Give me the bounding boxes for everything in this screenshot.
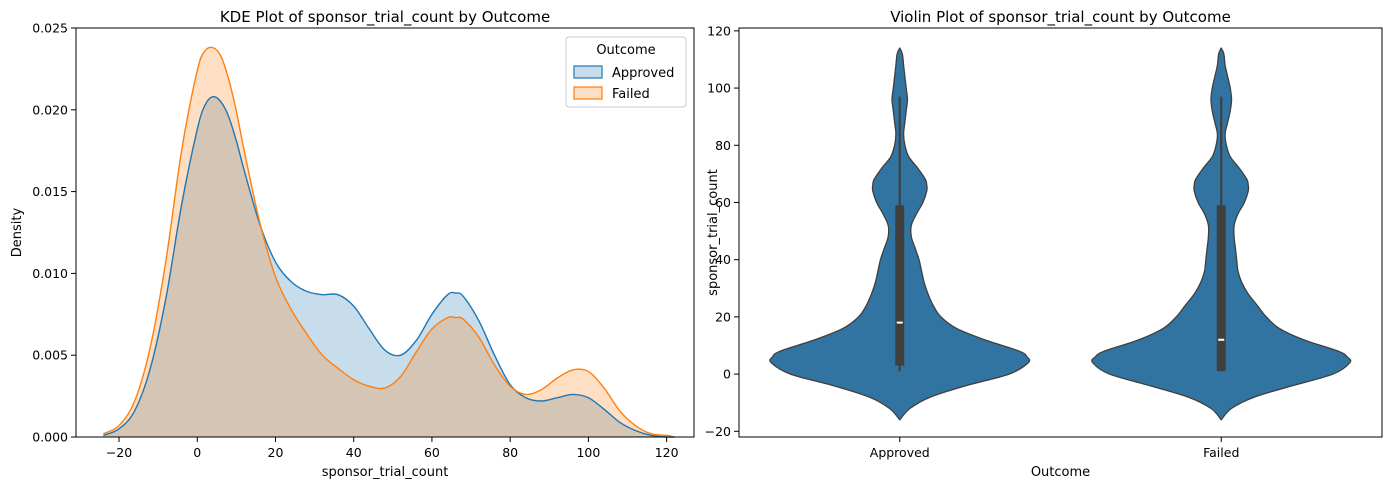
violin-bodies xyxy=(769,47,1352,421)
violin-title: Violin Plot of sponsor_trial_count by Ou… xyxy=(890,8,1231,27)
kde-y-tick-label: 0.000 xyxy=(32,430,68,445)
kde-y-tick-label: 0.015 xyxy=(32,184,68,199)
violin-x-tick-label: Failed xyxy=(1203,445,1239,460)
violin-x-ticks: Approved Failed xyxy=(870,437,1239,460)
kde-y-tick-label: 0.025 xyxy=(32,21,68,36)
kde-x-tick-label: 100 xyxy=(576,445,600,460)
violin-plot: Approved Failed −20 0 20 40 60 80 100 120 Violin… xyxy=(705,8,1383,480)
violin-y-tick-label: 60 xyxy=(715,195,731,210)
kde-x-axis-label: sponsor_trial_count xyxy=(322,465,449,480)
kde-x-tick-label: 20 xyxy=(268,445,284,460)
legend-frame xyxy=(565,36,687,108)
kde-plot: −20 0 20 40 60 80 100 120 0.0000.0050.0100.0150… xyxy=(10,8,695,480)
kde-x-tick-label: 60 xyxy=(424,445,440,460)
violin-y-tick-label: 100 xyxy=(707,81,731,96)
violin-iqr-box-approved xyxy=(895,205,905,366)
legend-swatch-approved xyxy=(573,65,603,79)
violin-y-axis-label: sponsor_trial_count xyxy=(706,169,721,296)
kde-y-ticks: 0.000 0.005 0.010 0.015 0.020 0.025 xyxy=(32,21,76,445)
kde-x-ticks: −20 0 20 40 60 80 100 120 xyxy=(106,437,679,460)
legend-swatch-failed xyxy=(573,86,603,100)
kde-legend: Outcome Approved Failed xyxy=(565,36,687,108)
legend-entries: Approved Failed xyxy=(573,65,674,102)
violin-y-tick-label: 40 xyxy=(715,252,731,267)
kde-x-tick-label: 40 xyxy=(346,445,362,460)
kde-x-tick-label: 0 xyxy=(193,445,201,460)
kde-line-approved xyxy=(103,95,675,438)
violin-y-tick-label: −20 xyxy=(705,424,731,439)
kde-area-failed xyxy=(103,47,675,438)
kde-x-tick-label: 80 xyxy=(502,445,518,460)
violin-y-tick-label: 0 xyxy=(723,367,731,382)
kde-axes-frame xyxy=(75,27,695,438)
violin-x-axis-label: Outcome xyxy=(1031,465,1090,480)
kde-x-tick-label: −20 xyxy=(106,445,132,460)
violin-y-tick-label: 80 xyxy=(715,138,731,153)
violin-y-tick-label: 20 xyxy=(715,309,731,324)
violin-y-ticks: −20 0 20 40 60 80 100 120 xyxy=(705,23,739,439)
kde-y-tick-label: 0.005 xyxy=(32,348,68,363)
violin-axes-frame xyxy=(738,27,1383,438)
kde-area-approved xyxy=(103,96,675,438)
violin-iqr-box-failed xyxy=(1216,205,1226,372)
legend-label-failed: Failed xyxy=(612,87,650,102)
legend-title: Outcome xyxy=(596,43,655,58)
kde-line-failed xyxy=(103,46,675,438)
violin-y-tick-label: 120 xyxy=(707,23,731,38)
kde-y-axis-label: Density xyxy=(10,207,25,257)
legend-label-approved: Approved xyxy=(612,66,674,81)
kde-title: KDE Plot of sponsor_trial_count by Outco… xyxy=(220,8,550,27)
kde-areas xyxy=(103,47,675,438)
kde-lines xyxy=(103,46,675,438)
kde-y-tick-label: 0.020 xyxy=(32,102,68,117)
violin-x-tick-label: Approved xyxy=(870,445,930,460)
kde-y-tick-label: 0.010 xyxy=(32,266,68,281)
kde-x-tick-label: 120 xyxy=(655,445,679,460)
